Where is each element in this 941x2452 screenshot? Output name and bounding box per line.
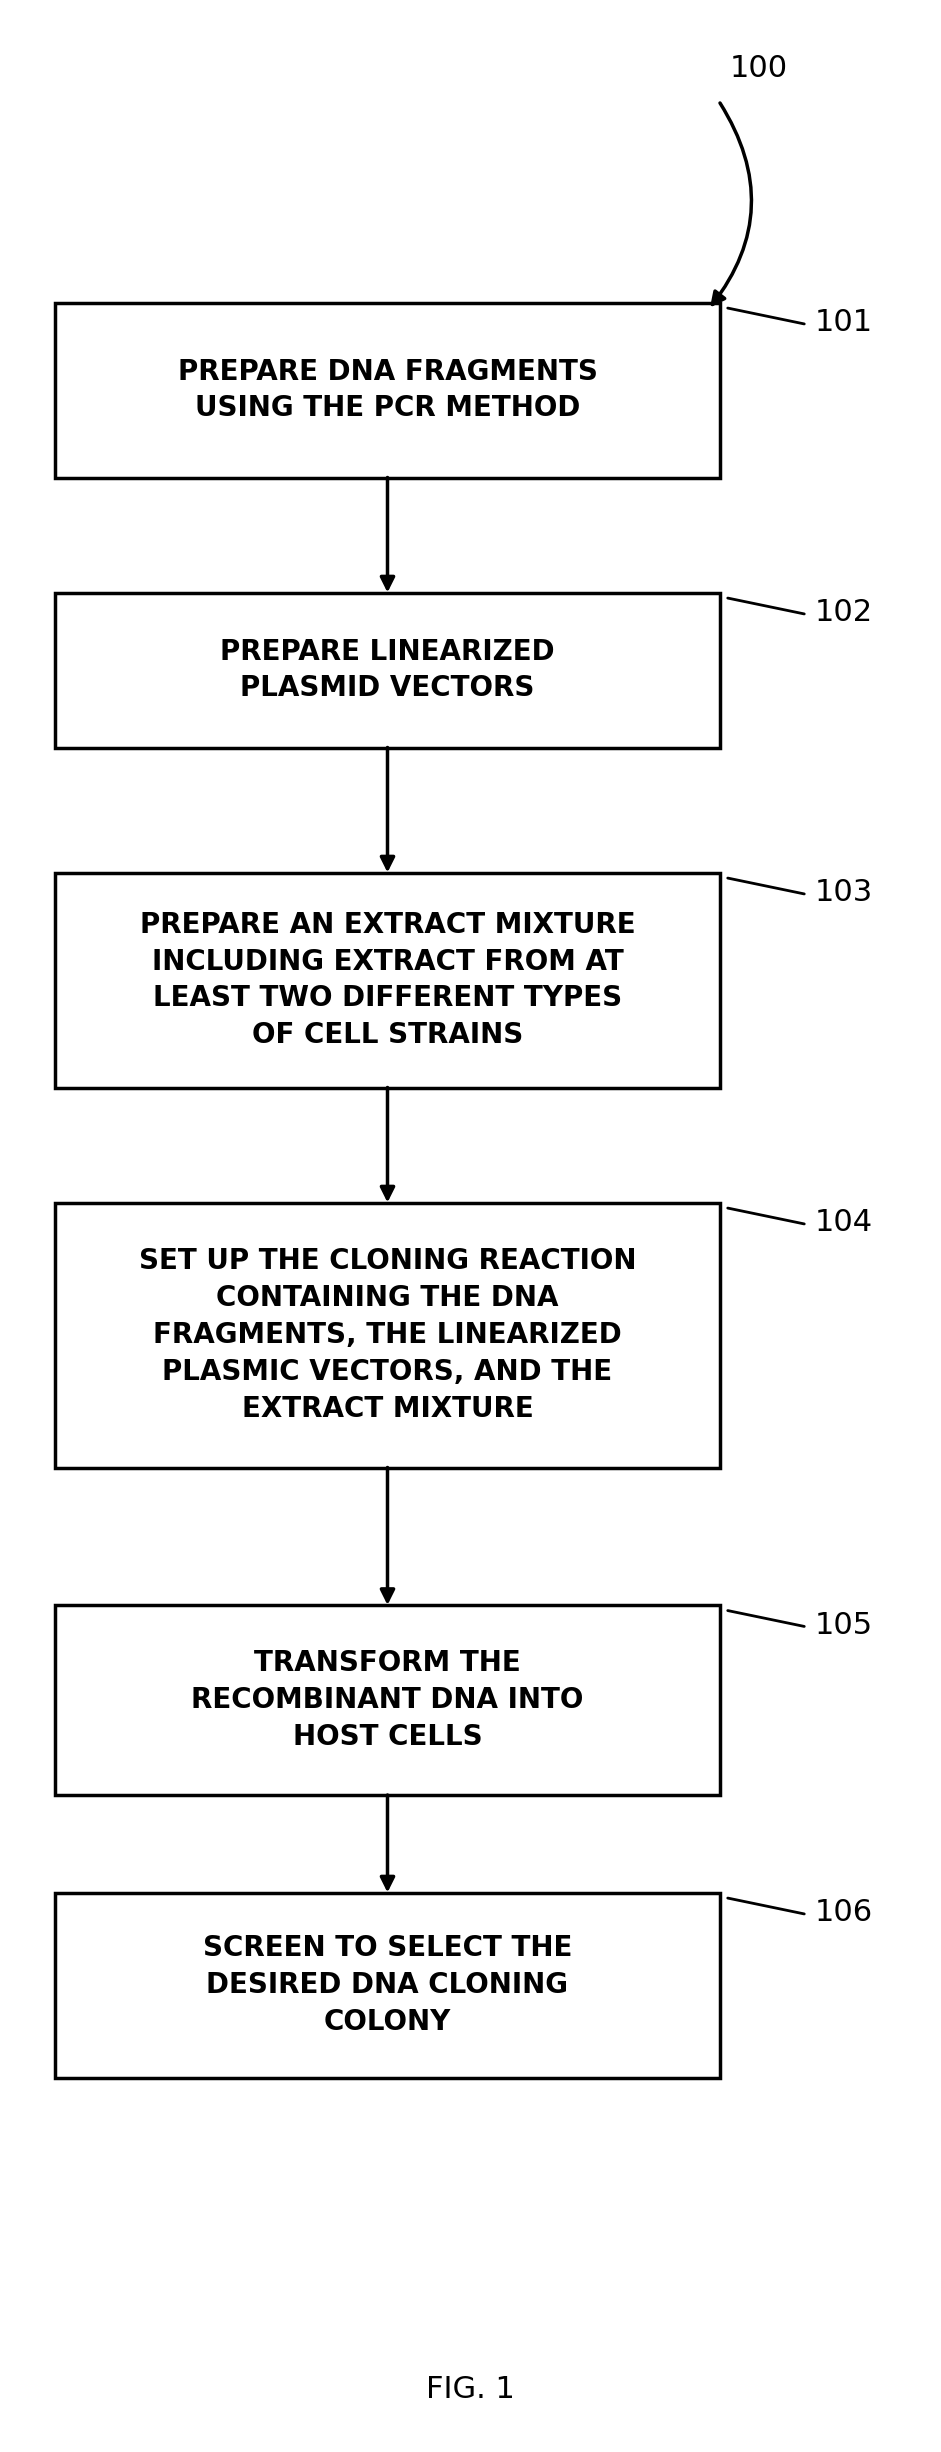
Bar xyxy=(55,1606,720,1795)
Text: PREPARE DNA FRAGMENTS
USING THE PCR METHOD: PREPARE DNA FRAGMENTS USING THE PCR METH… xyxy=(178,358,598,422)
Text: SET UP THE CLONING REACTION
CONTAINING THE DNA
FRAGMENTS, THE LINEARIZED
PLASMIC: SET UP THE CLONING REACTION CONTAINING T… xyxy=(138,1248,636,1422)
Text: SCREEN TO SELECT THE
DESIRED DNA CLONING
COLONY: SCREEN TO SELECT THE DESIRED DNA CLONING… xyxy=(203,1935,572,2035)
Text: 105: 105 xyxy=(815,1611,873,1640)
Text: 102: 102 xyxy=(815,598,873,628)
Bar xyxy=(55,593,720,748)
Text: 106: 106 xyxy=(815,1898,873,1927)
Bar xyxy=(55,1201,720,1466)
Bar xyxy=(55,1893,720,2077)
Text: PREPARE AN EXTRACT MIXTURE
INCLUDING EXTRACT FROM AT
LEAST TWO DIFFERENT TYPES
O: PREPARE AN EXTRACT MIXTURE INCLUDING EXT… xyxy=(139,910,635,1049)
Text: 100: 100 xyxy=(730,54,789,83)
Bar xyxy=(55,873,720,1089)
Text: 104: 104 xyxy=(815,1209,873,1236)
Text: PREPARE LINEARIZED
PLASMID VECTORS: PREPARE LINEARIZED PLASMID VECTORS xyxy=(220,638,555,701)
Text: 103: 103 xyxy=(815,878,873,907)
Text: TRANSFORM THE
RECOMBINANT DNA INTO
HOST CELLS: TRANSFORM THE RECOMBINANT DNA INTO HOST … xyxy=(191,1650,583,1751)
Bar xyxy=(55,302,720,478)
Text: FIG. 1: FIG. 1 xyxy=(425,2376,515,2405)
Text: 101: 101 xyxy=(815,309,873,336)
